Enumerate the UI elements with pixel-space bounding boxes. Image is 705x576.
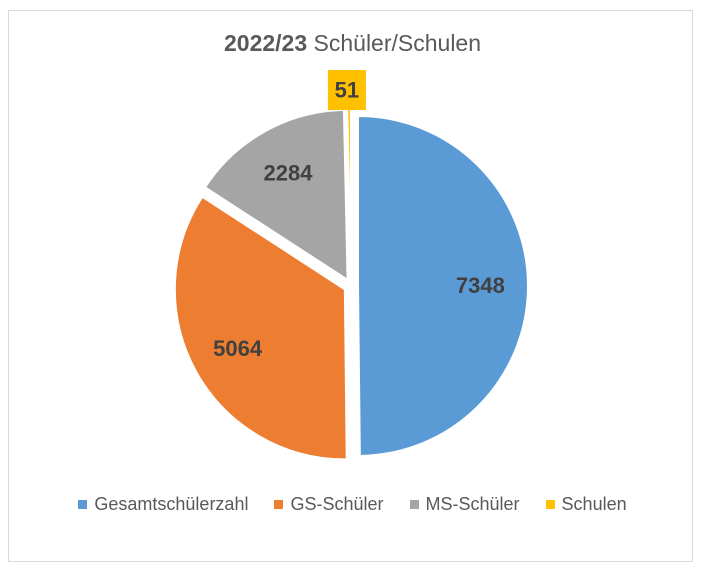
- pie-slice-ms-schueler: [203, 108, 349, 282]
- legend-swatch-gesamtschuelerzahl: [78, 500, 88, 509]
- legend-label-schulen: Schulen: [561, 494, 627, 514]
- chart-legend: Gesamtschülerzahl GS-Schüler MS-Schüler Sch…: [0, 494, 705, 515]
- chart-title: 2022/23 Schüler/Schulen: [0, 30, 705, 57]
- legend-label-ms-schueler: MS-Schüler: [425, 494, 520, 514]
- chart-title-text: Schüler/Schulen: [313, 30, 482, 56]
- legend-label-gs-schueler: GS-Schüler: [290, 494, 384, 514]
- legend-item-gesamtschuelerzahl: Gesamtschülerzahl: [78, 494, 248, 515]
- legend-item-schulen: Schulen: [545, 494, 627, 515]
- chart-title-year: 2022/23: [223, 30, 308, 56]
- pie-slice-gesamtschuelerzahl: [357, 114, 529, 457]
- legend-label-gesamtschuelerzahl: Gesamtschülerzahl: [94, 494, 249, 514]
- pie-slice-gs-schueler: [173, 195, 348, 461]
- legend-item-gs-schueler: GS-Schüler: [274, 494, 384, 515]
- legend-item-ms-schueler: MS-Schüler: [409, 494, 520, 515]
- legend-swatch-ms-schueler: [409, 500, 419, 509]
- data-label-ms-schueler: 2284: [264, 160, 314, 185]
- data-label-gs-schueler: 5064: [213, 336, 263, 361]
- data-label-schulen: 51: [335, 78, 359, 103]
- legend-swatch-schulen: [545, 500, 555, 509]
- data-label-gesamtschuelerzahl: 7348: [456, 273, 505, 298]
- data-label-box-schulen: [327, 70, 366, 110]
- legend-swatch-gs-schueler: [274, 500, 284, 509]
